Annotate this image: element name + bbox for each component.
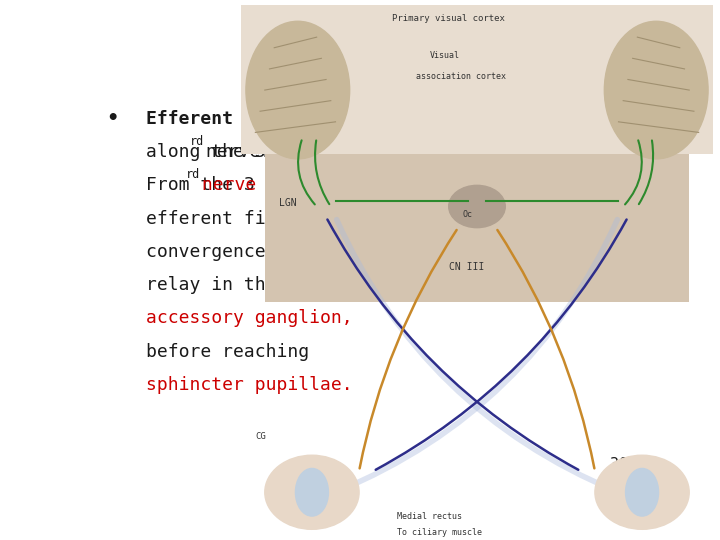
Text: before reaching: before reaching (145, 343, 309, 361)
Ellipse shape (595, 455, 689, 529)
Text: Medial rectus: Medial rectus (397, 512, 462, 521)
FancyBboxPatch shape (279, 159, 675, 302)
Text: •: • (106, 110, 119, 129)
Ellipse shape (449, 185, 505, 228)
Text: association cortex: association cortex (415, 72, 505, 82)
Text: rd: rd (186, 168, 200, 181)
Text: 38: 38 (611, 457, 629, 472)
Ellipse shape (246, 21, 350, 159)
Ellipse shape (295, 468, 328, 516)
Ellipse shape (604, 21, 708, 159)
Text: accessory ganglion,: accessory ganglion, (145, 309, 352, 327)
Text: Efferent pathway-: Efferent pathway- (145, 110, 330, 128)
Text: To ciliary muscle: To ciliary muscle (397, 528, 482, 537)
Text: convergence reflex: convergence reflex (145, 243, 341, 261)
Text: From the 3: From the 3 (145, 177, 255, 194)
Text: nerve.: nerve. (195, 143, 271, 161)
Text: along the 3: along the 3 (145, 143, 266, 161)
Text: Visual: Visual (430, 51, 460, 60)
Text: rd: rd (190, 135, 204, 148)
Ellipse shape (626, 468, 659, 516)
Text: Oc: Oc (463, 210, 473, 219)
Text: LGN: LGN (279, 199, 297, 208)
FancyBboxPatch shape (265, 153, 689, 302)
Text: nerve: nerve (192, 177, 256, 194)
Ellipse shape (265, 455, 359, 529)
Text: CN III: CN III (449, 262, 484, 272)
Text: efferent fibres of: efferent fibres of (145, 210, 341, 228)
Text: sphincter pupillae.: sphincter pupillae. (145, 376, 352, 394)
Text: Primary visual cortex: Primary visual cortex (392, 14, 505, 23)
Text: CG: CG (256, 433, 266, 441)
Text: relay in the: relay in the (145, 276, 276, 294)
FancyBboxPatch shape (241, 5, 713, 153)
